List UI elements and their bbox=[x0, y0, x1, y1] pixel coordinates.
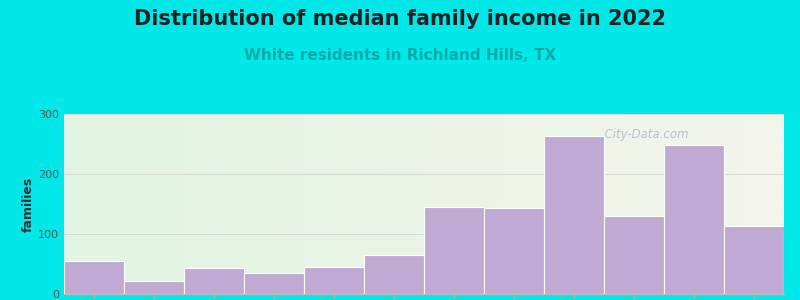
Bar bbox=[244, 273, 304, 294]
Bar bbox=[484, 208, 544, 294]
Bar bbox=[364, 255, 424, 294]
Bar bbox=[184, 268, 244, 294]
Bar bbox=[724, 226, 784, 294]
Bar bbox=[604, 216, 664, 294]
Bar bbox=[304, 267, 364, 294]
Text: Distribution of median family income in 2022: Distribution of median family income in … bbox=[134, 9, 666, 29]
Bar bbox=[664, 145, 724, 294]
Bar bbox=[424, 207, 484, 294]
Bar bbox=[64, 261, 124, 294]
Text: White residents in Richland Hills, TX: White residents in Richland Hills, TX bbox=[244, 48, 556, 63]
Text: City-Data.com: City-Data.com bbox=[597, 128, 689, 141]
Bar bbox=[124, 281, 184, 294]
Bar bbox=[544, 136, 604, 294]
Y-axis label: families: families bbox=[22, 176, 35, 232]
